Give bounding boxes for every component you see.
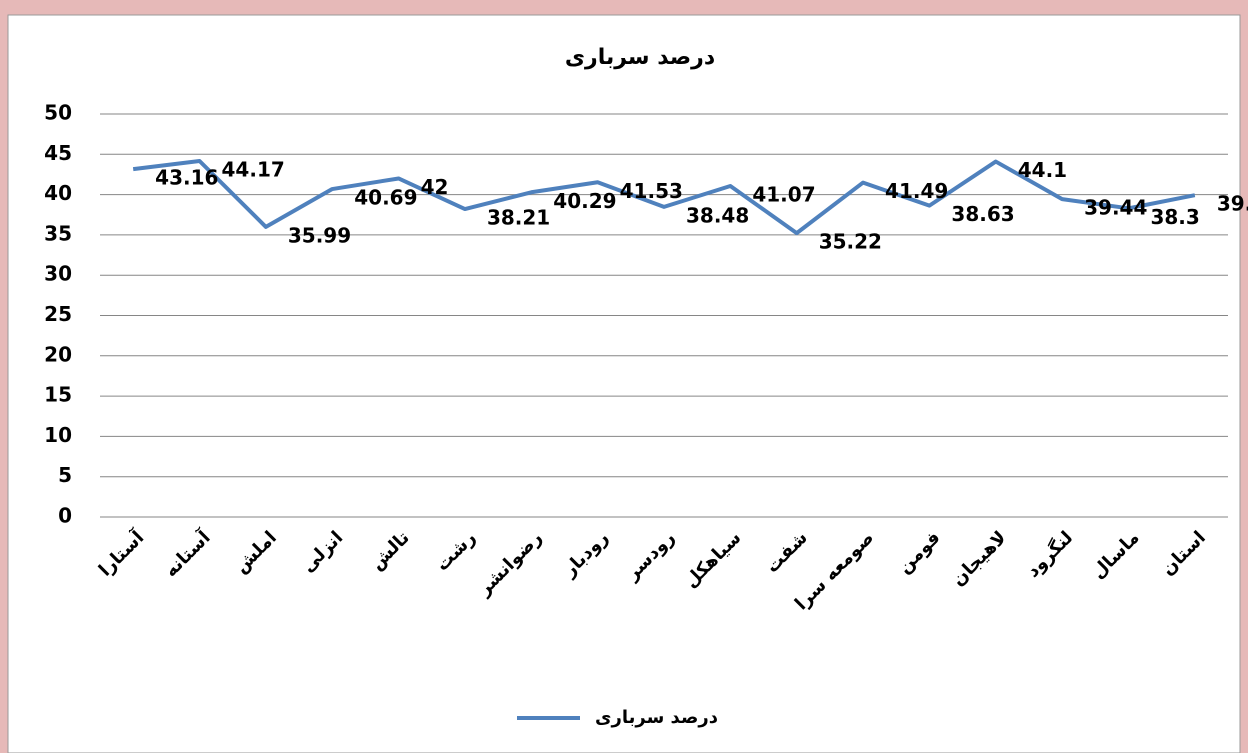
data-label: 40.29 — [553, 189, 616, 213]
data-label: 43.16 — [155, 166, 218, 190]
legend-label: درصد سرباری — [595, 707, 718, 728]
chart-title: درصد سرباری — [565, 45, 715, 70]
y-tick-label: 40 — [44, 181, 72, 205]
data-label: 39.93 — [1217, 192, 1248, 216]
y-tick-label: 50 — [44, 101, 72, 125]
data-line — [132, 158, 1196, 236]
y-tick-label: 45 — [44, 141, 72, 165]
data-label: 42 — [421, 175, 449, 199]
data-label: 41.07 — [752, 182, 815, 206]
y-tick-label: 20 — [44, 342, 72, 366]
data-label: 41.53 — [620, 179, 683, 203]
y-tick-label: 35 — [44, 221, 72, 245]
y-tick-label: 0 — [58, 504, 72, 528]
data-label: 38.48 — [686, 203, 749, 227]
data-label: 44.17 — [222, 157, 285, 181]
data-label: 38.21 — [487, 206, 550, 230]
data-label: 38.63 — [951, 202, 1014, 226]
y-tick-label: 15 — [44, 383, 72, 407]
data-label: 39.44 — [1084, 196, 1147, 220]
y-tick-label: 10 — [44, 423, 72, 447]
data-label: 41.49 — [885, 179, 948, 203]
y-tick-label: 30 — [44, 262, 72, 286]
data-label: 35.22 — [819, 230, 882, 254]
data-label: 38.3 — [1150, 205, 1199, 229]
data-label: 40.69 — [354, 186, 417, 210]
y-tick-label: 5 — [58, 463, 72, 487]
y-tick-label: 25 — [44, 302, 72, 326]
chart-area — [7, 14, 1241, 753]
data-label: 35.99 — [288, 223, 351, 247]
data-label: 44.1 — [1018, 158, 1067, 182]
